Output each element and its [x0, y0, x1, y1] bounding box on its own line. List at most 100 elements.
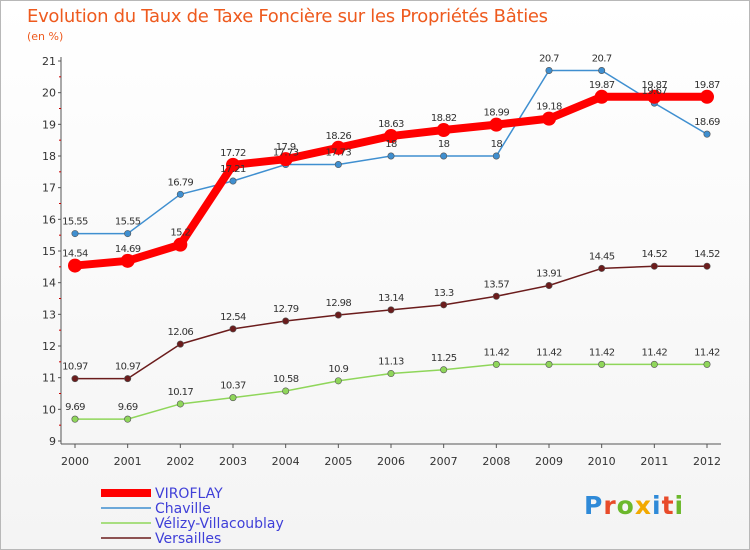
data-label: 17.73	[326, 148, 352, 159]
x-tick-label: 2007	[430, 455, 458, 468]
legend-label: Vélizy-Villacoublay	[155, 516, 284, 532]
data-point	[226, 157, 240, 172]
y-tick-label: 18	[42, 150, 56, 163]
x-tick-label: 2008	[482, 455, 510, 468]
logo-letter: i	[652, 491, 662, 520]
data-point	[71, 230, 79, 238]
data-point	[647, 89, 662, 104]
data-label: 18.82	[431, 113, 457, 124]
data-point	[334, 377, 342, 385]
data-label: 9.69	[65, 402, 85, 413]
data-point	[176, 340, 184, 348]
data-label: 11.42	[694, 347, 720, 358]
data-point	[440, 366, 448, 374]
data-label: 14.54	[62, 249, 88, 260]
logo-letter: x	[634, 491, 652, 520]
data-point	[124, 230, 132, 238]
data-label: 14.45	[589, 251, 615, 262]
x-tick-label: 2010	[588, 455, 616, 468]
logo-letter: t	[661, 491, 675, 520]
data-label: 9.69	[118, 402, 138, 413]
data-label: 15.2	[170, 228, 190, 239]
data-label: 12.06	[168, 327, 194, 338]
logo-letter: i	[674, 491, 685, 520]
data-label: 18	[438, 139, 450, 150]
data-point	[440, 152, 448, 160]
data-point	[229, 394, 237, 402]
legend-label: VIROFLAY	[155, 486, 223, 502]
data-point	[124, 415, 132, 423]
data-label: 13.91	[536, 269, 562, 280]
data-point	[282, 387, 290, 395]
data-label: 16.79	[168, 177, 194, 188]
data-label: 10.9	[328, 364, 348, 375]
data-point	[229, 177, 237, 185]
x-tick-label: 2005	[324, 455, 352, 468]
y-tick-label: 11	[42, 372, 56, 385]
data-point	[278, 152, 293, 167]
y-tick-label: 12	[42, 340, 56, 353]
y-tick-label: 20	[42, 87, 56, 100]
data-point	[703, 262, 711, 270]
data-point	[492, 292, 500, 300]
data-label: 17.9	[276, 142, 296, 153]
data-label: 17.73	[273, 148, 299, 159]
data-label: 10.97	[62, 362, 88, 373]
data-label: 18	[491, 139, 503, 150]
data-label: 15.55	[115, 217, 141, 228]
data-label: 20.7	[592, 54, 612, 65]
data-point	[334, 161, 342, 169]
data-point	[436, 123, 451, 138]
data-label: 19.87	[694, 80, 720, 91]
data-label: 18.69	[694, 117, 720, 128]
data-label: 10.17	[168, 387, 194, 398]
data-label: 10.37	[220, 381, 246, 392]
data-point	[176, 400, 184, 408]
y-tick-label: 10	[42, 403, 56, 416]
data-label: 19.87	[642, 80, 668, 91]
data-label: 14.52	[642, 249, 668, 260]
data-point	[594, 89, 609, 104]
logo-letter: o	[616, 491, 635, 520]
data-label: 11.42	[536, 347, 562, 358]
data-point	[387, 306, 395, 314]
y-tick-label: 14	[42, 277, 56, 290]
data-point	[173, 237, 188, 252]
data-label: 18.99	[484, 108, 510, 119]
data-point	[598, 67, 606, 75]
data-label: 14.69	[115, 244, 141, 255]
data-label: 13.14	[378, 293, 404, 304]
data-label: 19.18	[536, 102, 562, 113]
data-point	[492, 360, 500, 368]
data-point	[545, 67, 553, 75]
x-tick-label: 2012	[693, 455, 721, 468]
x-tick-label: 2006	[377, 455, 405, 468]
data-point	[334, 311, 342, 319]
data-point	[71, 375, 79, 383]
data-point	[384, 129, 398, 144]
data-label: 13.3	[434, 288, 454, 299]
data-point	[598, 360, 606, 368]
data-point	[650, 262, 658, 270]
data-label: 11.13	[378, 357, 404, 368]
x-tick-label: 2001	[114, 455, 142, 468]
y-tick-label: 9	[49, 435, 56, 448]
data-point	[703, 360, 711, 368]
data-point	[124, 375, 132, 383]
x-tick-label: 2011	[640, 455, 668, 468]
y-tick-label: 19	[42, 118, 56, 131]
data-point	[120, 253, 135, 268]
logo-letter: P	[584, 491, 604, 520]
data-point	[387, 152, 395, 160]
data-point	[68, 258, 82, 273]
data-label: 20.7	[539, 54, 559, 65]
data-point	[545, 282, 553, 290]
data-label: 11.42	[484, 347, 510, 358]
data-label: 10.58	[273, 374, 299, 385]
y-tick-label: 21	[42, 55, 56, 68]
data-label: 15.55	[62, 217, 88, 228]
legend-label: Versailles	[155, 531, 221, 547]
data-label: 13.57	[484, 279, 510, 290]
data-label: 10.97	[115, 362, 141, 373]
